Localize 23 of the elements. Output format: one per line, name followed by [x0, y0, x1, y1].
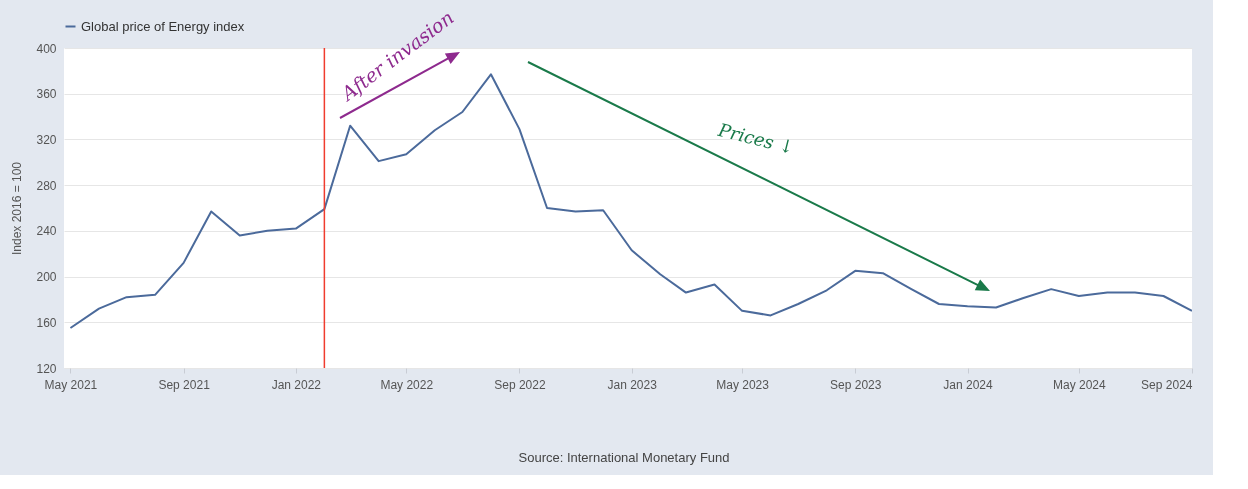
x-tick-label: May 2021	[44, 377, 98, 392]
y-tick-label: 160	[36, 315, 57, 330]
y-tick-label: 320	[36, 132, 57, 147]
y-tick-label: 280	[36, 178, 57, 193]
y-tick-label: 200	[36, 270, 57, 285]
legend-label: Global price of Energy index	[81, 18, 245, 34]
x-tick-label: Sep 2023	[830, 377, 882, 392]
x-tick-label: Sep 2021	[158, 377, 211, 392]
x-tick-label: Jan 2022	[271, 377, 322, 392]
annotation: Prices ↓	[715, 118, 797, 159]
source-note: Source: International Monetary Fund	[518, 450, 730, 465]
y-tick-label: 240	[36, 224, 57, 239]
x-tick-label: May 2023	[716, 377, 770, 392]
y-axis-title: Index 2016 = 100	[10, 161, 25, 256]
x-tick-label: Sep 2024	[1141, 377, 1193, 392]
x-tick-label: May 2022	[380, 377, 434, 392]
y-tick-label: 400	[36, 41, 57, 56]
x-tick-label: Sep 2022	[494, 377, 546, 392]
x-tick-label: Jan 2023	[607, 377, 658, 392]
y-tick-label: 120	[36, 361, 57, 376]
x-tick-label: Jan 2024	[943, 377, 994, 392]
y-tick-label: 360	[36, 87, 57, 102]
x-tick-label: May 2024	[1052, 377, 1107, 392]
